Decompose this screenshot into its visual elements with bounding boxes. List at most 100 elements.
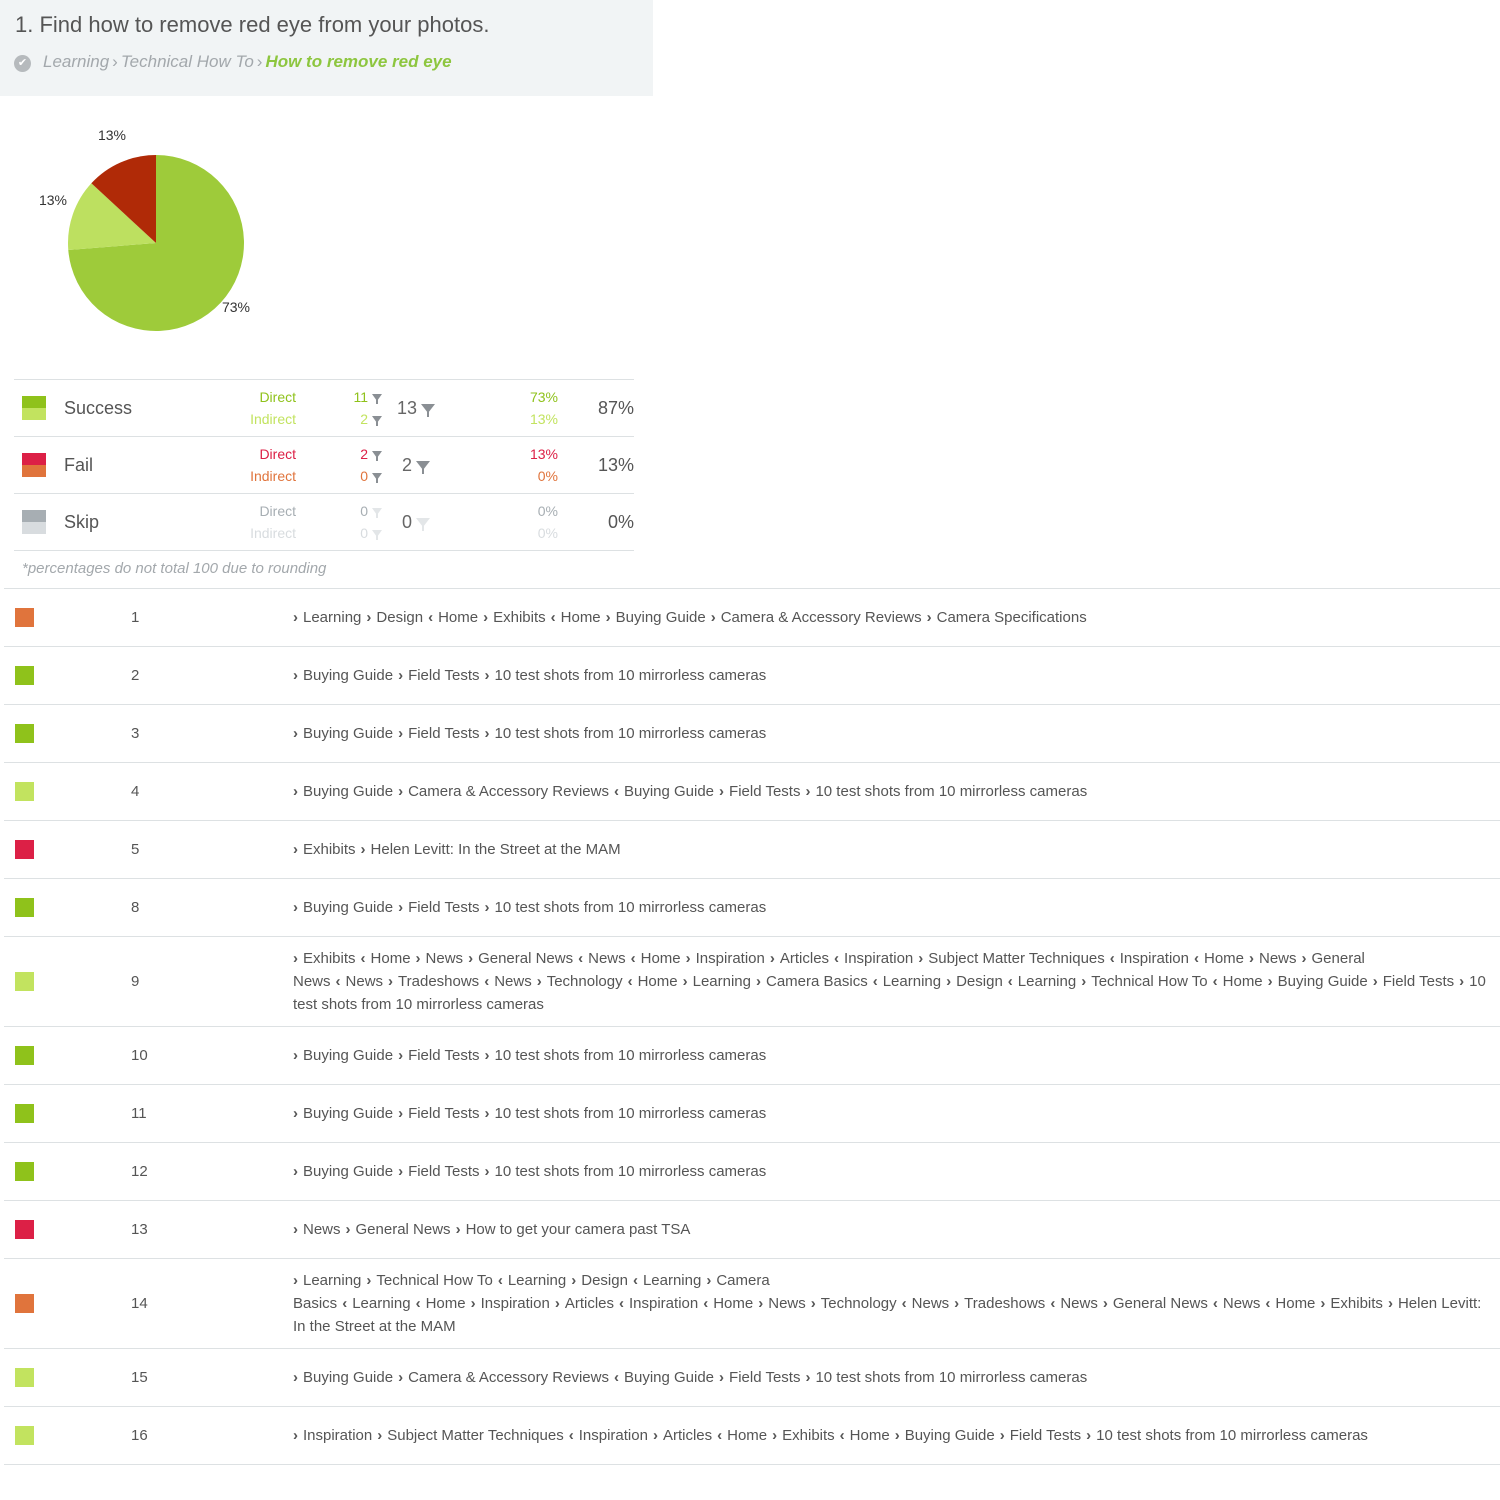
chevron-right-icon: › bbox=[1301, 950, 1307, 967]
path-step: 10 test shots from 10 mirrorless cameras bbox=[494, 667, 767, 684]
path-step: Camera & Accessory Reviews bbox=[408, 783, 609, 800]
path-row[interactable]: 10 › Buying Guide › Field Tests › 10 test sho… bbox=[4, 1027, 1500, 1085]
breadcrumb-item[interactable]: Learning bbox=[43, 52, 110, 71]
chevron-right-icon: › bbox=[366, 1272, 372, 1289]
participant-number: 9 bbox=[131, 973, 140, 990]
filter-icon[interactable] bbox=[416, 460, 430, 474]
result-swatch bbox=[15, 1104, 34, 1123]
chevron-right-icon: › bbox=[1267, 973, 1273, 990]
path-step: Buying Guide bbox=[303, 1105, 394, 1122]
chevron-right-icon: › bbox=[455, 1221, 461, 1238]
path-row[interactable]: 12 › Buying Guide › Field Tests › 10 test sho… bbox=[4, 1143, 1500, 1201]
chevron-right-icon: › bbox=[398, 1369, 404, 1386]
indirect-count[interactable]: 2 bbox=[296, 408, 382, 430]
path-step: Field Tests bbox=[408, 667, 480, 684]
check-circle-icon: ✔ bbox=[14, 55, 31, 72]
path-step: Home bbox=[849, 1427, 890, 1444]
path-step: Inspiration bbox=[629, 1295, 699, 1312]
path-step: 10 test shots from 10 mirrorless cameras bbox=[293, 973, 1486, 1013]
chevron-right-icon: › bbox=[710, 609, 716, 626]
path-row[interactable]: 3 › Buying Guide › Field Tests › 10 test shot… bbox=[4, 705, 1500, 763]
chevron-right-icon: › bbox=[377, 1427, 383, 1444]
chevron-left-icon: ‹ bbox=[568, 1427, 574, 1444]
path-step: Field Tests bbox=[408, 1047, 480, 1064]
result-swatch bbox=[15, 1220, 34, 1239]
path-step: 10 test shots from 10 mirrorless cameras bbox=[494, 1105, 767, 1122]
path-row[interactable]: 16 › Inspiration › Subject Matter Technique… bbox=[4, 1407, 1500, 1465]
participant-number: 5 bbox=[131, 841, 140, 858]
direct-label: Direct bbox=[259, 389, 296, 405]
direct-count[interactable]: 11 bbox=[296, 386, 382, 408]
chevron-right-icon: › bbox=[293, 609, 298, 626]
indirect-percentage: 0% bbox=[537, 468, 558, 484]
filter-icon[interactable] bbox=[372, 394, 382, 404]
path-step: Tradeshows bbox=[964, 1295, 1046, 1312]
result-category-label: Skip bbox=[64, 493, 204, 551]
total-count[interactable]: 13 bbox=[386, 379, 446, 437]
indirect-count[interactable]: 0 bbox=[296, 465, 382, 487]
path-row[interactable]: 5 › Exhibits › Helen Levitt: In the Street … bbox=[4, 821, 1500, 879]
chevron-right-icon: › bbox=[293, 725, 298, 742]
path-step: Buying Guide bbox=[303, 1047, 394, 1064]
path-row[interactable]: 2 › Buying Guide › Field Tests › 10 test shot… bbox=[4, 647, 1500, 705]
total-count[interactable]: 2 bbox=[386, 436, 446, 494]
path-step: Buying Guide bbox=[303, 725, 394, 742]
filter-icon[interactable] bbox=[372, 508, 382, 518]
chevron-left-icon: ‹ bbox=[1050, 1295, 1056, 1312]
overall-percentage: 87% bbox=[566, 379, 634, 437]
path-row[interactable]: 11 › Buying Guide › Field Tests › 10 test sho… bbox=[4, 1085, 1500, 1143]
path-row[interactable]: 13 › News › General News › How to get your ca… bbox=[4, 1201, 1500, 1259]
path-step: Field Tests bbox=[408, 725, 480, 742]
breadcrumb-item[interactable]: Technical How To bbox=[120, 52, 254, 71]
chevron-left-icon: ‹ bbox=[1212, 973, 1218, 990]
chevron-left-icon: ‹ bbox=[703, 1295, 709, 1312]
chevron-right-icon: › bbox=[756, 973, 761, 990]
path-row[interactable]: 9 › Exhibits ‹ Home › News › General News ‹ News ‹… bbox=[4, 937, 1500, 1027]
result-swatch bbox=[15, 608, 34, 627]
path-step: Home bbox=[425, 1295, 466, 1312]
chevron-right-icon: › bbox=[1387, 1295, 1393, 1312]
path-step: Home bbox=[637, 973, 678, 990]
filter-icon[interactable] bbox=[372, 473, 382, 483]
chevron-right-icon: › bbox=[605, 609, 611, 626]
total-count[interactable]: 0 bbox=[386, 493, 446, 551]
indirect-count[interactable]: 0 bbox=[296, 522, 382, 544]
path-step: 10 test shots from 10 mirrorless cameras bbox=[494, 725, 767, 742]
filter-icon[interactable] bbox=[421, 403, 436, 417]
path-step: Subject Matter Techniques bbox=[387, 1427, 564, 1444]
chevron-right-icon: › bbox=[484, 1163, 490, 1180]
chevron-left-icon: ‹ bbox=[619, 1295, 624, 1312]
path-row[interactable]: 14 › Learning › Technical How To ‹ Learning › D… bbox=[4, 1259, 1500, 1349]
overall-percentage: 0% bbox=[566, 493, 634, 551]
chevron-left-icon: ‹ bbox=[342, 1295, 348, 1312]
result-swatch bbox=[15, 1368, 34, 1387]
chevron-right-icon: › bbox=[805, 1369, 811, 1386]
path-row[interactable]: 4 › Buying Guide › Camera & Accessory Revie… bbox=[4, 763, 1500, 821]
direct-count[interactable]: 2 bbox=[296, 443, 382, 465]
status-swatch bbox=[22, 396, 46, 420]
filter-icon[interactable] bbox=[416, 517, 430, 531]
path-step: Learning bbox=[882, 973, 942, 990]
path-step: Learning bbox=[507, 1272, 567, 1289]
direct-count[interactable]: 0 bbox=[296, 500, 382, 522]
path-row[interactable]: 1 › Learning › Design ‹ Home › Exhibits ‹ Home › Bu… bbox=[4, 589, 1500, 647]
path-step: Field Tests bbox=[729, 783, 801, 800]
result-swatch bbox=[15, 972, 34, 991]
path-row[interactable]: 8 › Buying Guide › Field Tests › 10 test shot… bbox=[4, 879, 1500, 937]
participant-number: 13 bbox=[131, 1221, 148, 1238]
path-step: Field Tests bbox=[1009, 1427, 1082, 1444]
path-step: News bbox=[911, 1295, 950, 1312]
chevron-left-icon: ‹ bbox=[1193, 950, 1199, 967]
path-step: Home bbox=[560, 609, 601, 626]
chevron-right-icon: › bbox=[398, 899, 404, 916]
path-row[interactable]: 15 › Buying Guide › Camera & Accessory Revi… bbox=[4, 1349, 1500, 1407]
chevron-right-icon: › bbox=[810, 1295, 816, 1312]
participant-number: 10 bbox=[131, 1047, 148, 1064]
filter-icon[interactable] bbox=[372, 451, 382, 461]
filter-icon[interactable] bbox=[372, 530, 382, 540]
filter-icon[interactable] bbox=[372, 416, 382, 426]
chevron-right-icon: › bbox=[484, 1047, 490, 1064]
chevron-right-icon: › bbox=[1081, 973, 1087, 990]
navigation-path: › Buying Guide › Field Tests › 10 test shots … bbox=[293, 654, 785, 697]
chevron-right-icon: › bbox=[954, 1295, 960, 1312]
